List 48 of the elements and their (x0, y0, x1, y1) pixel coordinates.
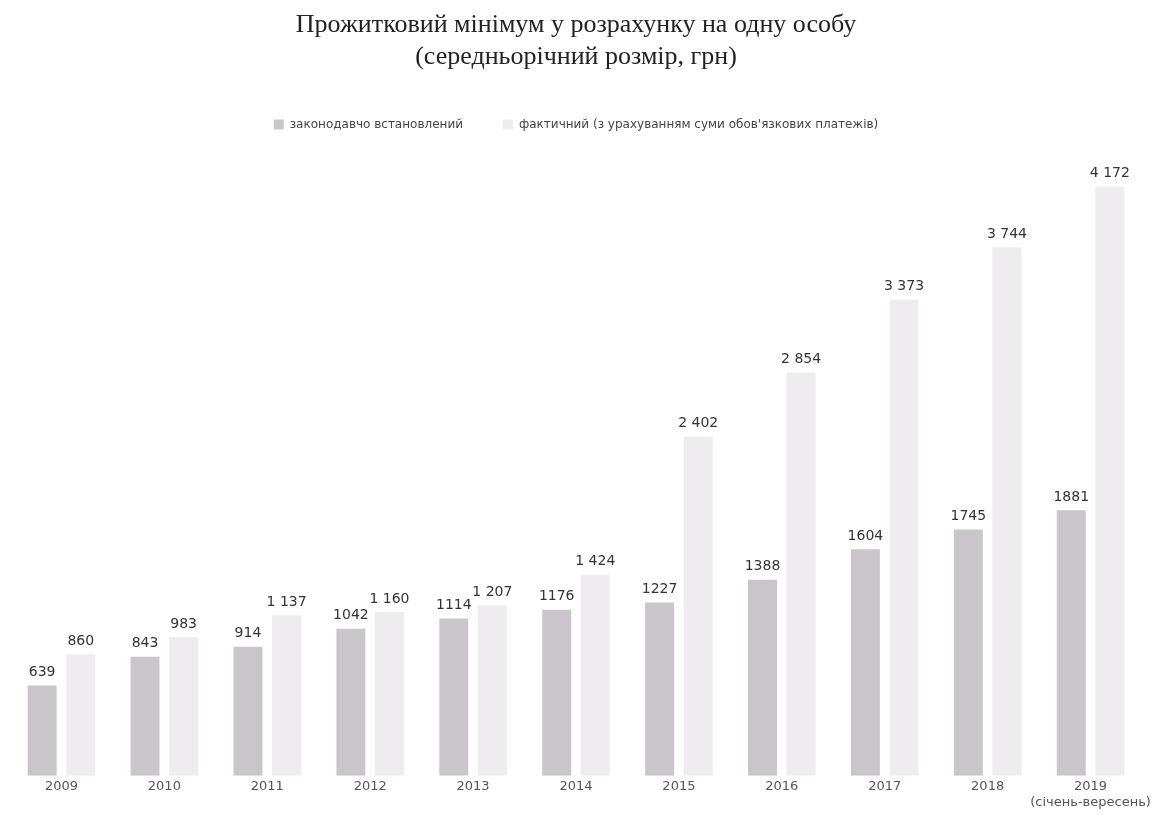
data-label: 1745 (950, 507, 987, 524)
bar (850, 549, 880, 776)
x-tick-label: 2015 (662, 777, 696, 793)
x-tick-label: 2013 (456, 777, 490, 793)
data-label: 843 (131, 634, 159, 651)
data-label: 639 (28, 663, 56, 680)
bar (542, 609, 572, 776)
x-tick-label: 2018 (971, 777, 1005, 793)
bar (748, 579, 777, 776)
data-label: 2 402 (678, 414, 719, 431)
bar (233, 646, 263, 776)
x-tick-label: 2011 (250, 777, 284, 793)
data-label: 3 373 (883, 277, 925, 294)
data-label: 2 854 (781, 350, 822, 367)
legend-label: фактичний (з урахуванням суми обов'язкових платежів) (518, 116, 879, 131)
data-label: 1 137 (266, 592, 307, 609)
data-label: 914 (234, 624, 262, 641)
bar (953, 529, 983, 776)
bar (645, 602, 675, 776)
data-label: 1114 (435, 596, 472, 613)
data-label: 1227 (641, 580, 678, 597)
legend-label: законодавчо встановлений (289, 116, 463, 131)
data-label: 3 744 (986, 224, 1028, 241)
x-tick-label: 2014 (559, 777, 593, 793)
data-label: 4 172 (1089, 164, 1130, 181)
x-tick-label: 2010 (147, 777, 181, 793)
x-tick-label: 2019 (січень-вересень) (1030, 777, 1151, 809)
data-label: 1881 (1053, 487, 1090, 504)
bar (439, 618, 469, 776)
data-label: 1 424 (575, 552, 616, 569)
bar (27, 685, 57, 776)
x-tick-label: 2009 (44, 777, 78, 793)
data-label: 1042 (333, 606, 369, 623)
data-label: 1176 (538, 587, 575, 604)
data-label: 1388 (744, 557, 781, 574)
x-tick-label: 2016 (765, 777, 799, 793)
chart-title: Прожитковий мінімум у розрахунку на одну особу (295, 9, 857, 39)
data-label: 1 207 (472, 583, 513, 600)
bar (1056, 510, 1086, 776)
data-label: 860 (67, 632, 95, 649)
chart-subtitle: (середньорічний розмір, грн) (415, 40, 737, 70)
data-label: 1604 (847, 526, 884, 543)
x-tick-label: 2012 (353, 777, 387, 793)
data-label: 1 160 (369, 589, 410, 606)
data-label: 983 (170, 614, 198, 631)
bar (336, 628, 366, 776)
x-tick-label: 2017 (868, 777, 902, 793)
bar (130, 656, 160, 776)
